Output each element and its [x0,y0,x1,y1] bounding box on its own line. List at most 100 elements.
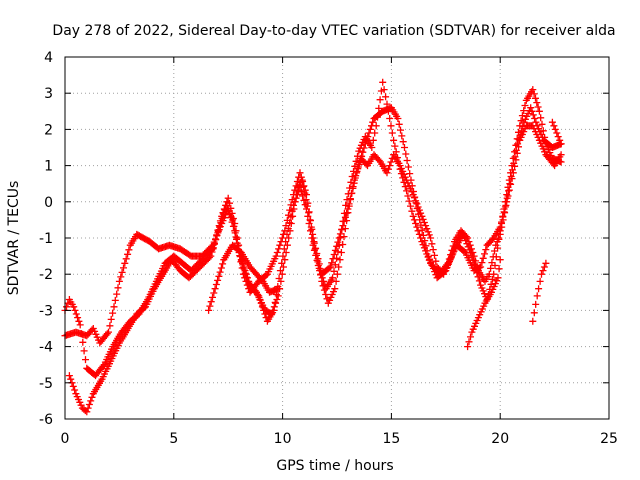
data-point [313,256,321,264]
data-point [109,309,117,317]
data-point [495,265,503,273]
data-point [414,227,422,235]
data-point [307,223,315,231]
data-point [347,178,355,186]
data-point [262,271,270,279]
data-point [213,231,221,239]
data-point [339,241,347,248]
data-point [345,202,353,210]
data-point [290,201,297,209]
data-point [508,166,516,174]
data-point [320,277,327,285]
data-point [334,238,342,246]
data-point [422,222,430,230]
data-point [444,259,452,267]
data-point [305,209,313,217]
data-point [391,142,399,150]
data-point [422,247,430,255]
data-point [528,107,536,115]
data-point [427,234,435,242]
data-point [495,234,503,242]
data-point [343,217,351,225]
data-point [303,205,310,213]
data-point [375,157,383,164]
data-point [71,306,79,314]
data-point [535,285,543,293]
data-point [506,180,514,188]
data-point [124,250,132,258]
data-point [473,262,481,270]
data-point [280,245,288,253]
data-point [283,230,291,238]
data-point [529,111,537,119]
data-point [466,241,474,249]
data-point [219,260,227,268]
x-tick-label: 0 [61,431,70,447]
data-point [468,245,475,253]
data-point [309,241,317,249]
data-point [410,194,418,202]
data-point [110,303,118,311]
data-point [117,273,125,281]
data-point [493,238,501,246]
data-point [111,296,119,304]
data-point [209,245,217,253]
data-point [415,206,423,214]
data-point [507,173,515,180]
data-point [514,140,522,148]
data-point [511,153,519,161]
data-point [216,217,224,225]
data-point [379,78,387,86]
data-point [209,293,216,301]
data-point [414,203,422,211]
data-point [300,183,307,191]
data-point [334,248,342,256]
data-point [465,238,473,246]
data-point [448,246,456,254]
data-point [314,262,322,269]
data-point [325,264,333,272]
x-tick-labels: 0 5 10 15 20 25 [61,431,618,447]
data-point [299,192,307,200]
data-point [465,338,473,346]
series-track-1 [61,86,565,347]
data-point [387,122,395,130]
data-point [432,257,440,265]
data-point [498,223,506,231]
data-point [118,268,126,276]
data-point [383,169,391,177]
data-point [538,270,545,278]
data-point [63,303,70,311]
data-point [384,165,392,173]
data-point [242,270,250,278]
data-point [408,207,416,215]
data-point [205,306,213,314]
data-point [518,112,526,120]
data-point [462,233,470,241]
data-point [335,241,343,249]
data-point [291,198,299,206]
data-point [336,256,344,264]
data-point [348,173,356,180]
data-point [503,194,511,202]
y-tick-label: 4 [44,50,53,66]
data-point [99,362,107,370]
tick-marks [64,56,610,420]
data-point [286,219,294,227]
data-point [530,90,538,98]
data-point [282,249,290,256]
data-point [418,212,426,220]
x-tick-label: 20 [491,431,509,447]
x-tick-label: 15 [382,431,400,447]
data-point [431,251,438,259]
data-point [332,277,340,285]
data-point [310,246,318,254]
y-tick-label: -1 [39,231,53,247]
data-point [538,120,546,128]
data-point [318,274,326,282]
data-point [419,215,427,223]
data-point [390,136,398,144]
data-point [279,252,287,260]
data-point [342,201,350,209]
y-tick-label: 0 [44,195,53,211]
